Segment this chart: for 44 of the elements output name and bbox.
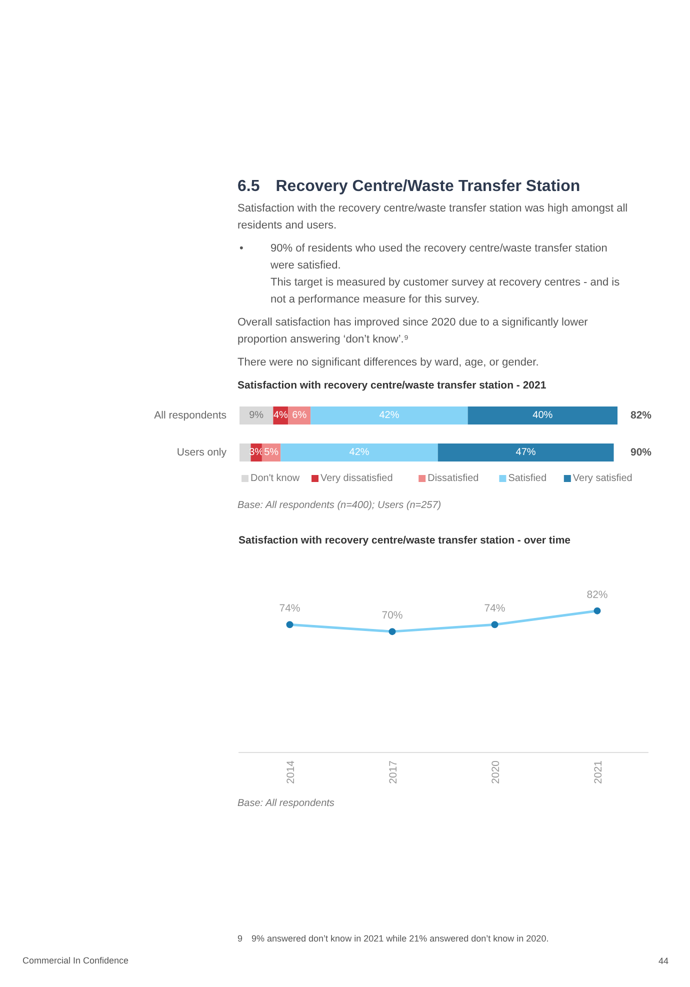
chart-title: Satisfaction with recovery centre/waste transfer station - over time [238, 534, 571, 546]
bar [438, 444, 614, 462]
data-label: 42% [349, 447, 370, 458]
data-label: 74% [279, 602, 300, 615]
text: There were no significant differences by ward, age, or gender. [238, 356, 539, 368]
x-tick-label: 2017 [387, 760, 400, 784]
text: 90% [630, 446, 652, 458]
bar [240, 406, 274, 424]
data-label: 70% [382, 610, 403, 622]
y-tick-label: All respondents [154, 410, 227, 422]
data-label: 4% [273, 410, 288, 421]
bar [280, 444, 438, 462]
text: This target is measured by customer survey at recovery centres - and is not a performance measure for this survey. [270, 276, 620, 306]
data-label: 5% [264, 447, 279, 458]
chart-title: Satisfaction with recovery centre/waste transfer station - 2021 [238, 380, 546, 392]
text: 82% [630, 410, 652, 422]
text: 6.5 Recovery Centre/Waste Transfer Station [238, 178, 580, 195]
x-tick-label: 2021 [592, 760, 604, 784]
text: Commercial In Confidence [22, 956, 129, 966]
text: Base: All respondents (n=400); Users (n=257) [238, 500, 442, 511]
text: Satisfaction with the recovery centre/waste transfer station was high amongst all residents and users. [238, 202, 628, 232]
legend-label: Satisfied [508, 473, 547, 484]
bar [240, 444, 251, 462]
x-tick-label: 2014 [284, 760, 297, 784]
data-label: 74% [484, 602, 506, 615]
data-label: 42% [379, 410, 400, 421]
x-tick-label: 2020 [490, 760, 502, 784]
data-label: 47% [516, 447, 536, 458]
data-label: 82% [586, 588, 608, 601]
text: 44 [658, 956, 669, 966]
text: 9 9% answered don’t know in 2021 while 21% answered don’t know in 2020. [238, 934, 549, 944]
legend-label: Very satisfied [572, 473, 632, 484]
text: Base: All respondents [238, 798, 334, 809]
text: Overall satisfaction has improved since 2020 due to a significantly lower proportion answering ‘don’t know’.⁹ [238, 316, 588, 346]
bar [468, 406, 618, 424]
legend-label: Don't know [250, 473, 300, 484]
data-label: 40% [532, 410, 553, 421]
text: • 90% of residents who used the recovery centre/waste transfer station were satisfied. [240, 242, 608, 272]
data-label: 6% [292, 410, 307, 421]
data-label: 9% [249, 410, 264, 421]
legend-label: Dissatisfied [428, 473, 479, 484]
bar [310, 406, 468, 424]
legend-label: Very dissatisfied [320, 473, 393, 484]
y-tick-label: Users only [176, 446, 228, 458]
